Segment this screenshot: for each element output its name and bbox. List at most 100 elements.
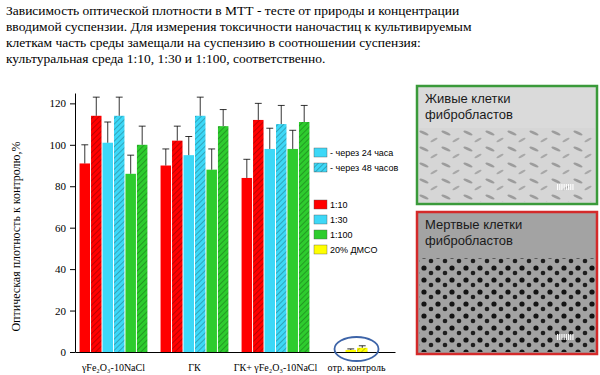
legend-label: - через 48 часов xyxy=(330,163,398,173)
error-cap xyxy=(359,345,366,346)
bar xyxy=(265,149,275,352)
error-bar xyxy=(289,130,296,149)
scale-bar-tick xyxy=(570,184,571,190)
photo-texture xyxy=(419,128,595,202)
error-bar xyxy=(301,105,308,122)
error-stem xyxy=(258,103,259,120)
error-cap xyxy=(266,128,273,129)
y-tick-mark xyxy=(70,352,75,353)
error-cap xyxy=(278,105,285,106)
error-stem xyxy=(119,97,120,116)
scale-bar-tick xyxy=(568,334,569,340)
error-bar xyxy=(220,110,227,127)
y-tick-mark xyxy=(70,145,75,146)
y-tick: 80 xyxy=(55,180,75,192)
error-cap xyxy=(139,126,146,127)
bar xyxy=(137,145,147,352)
bar xyxy=(346,350,356,352)
error-bar xyxy=(278,105,285,124)
photo-border xyxy=(417,212,597,354)
y-tick-label: 100 xyxy=(50,139,67,151)
error-stem xyxy=(292,130,293,149)
bar xyxy=(276,124,286,352)
title: Зависимость оптической плотности в МТТ -… xyxy=(6,3,472,66)
error-stem xyxy=(142,126,143,145)
legend-label: 1:10 xyxy=(330,200,348,210)
error-cap xyxy=(174,126,181,127)
error-cap xyxy=(208,148,215,149)
legend-label: - через 24 часа xyxy=(330,148,393,158)
bar xyxy=(125,174,135,352)
y-tick: 20 xyxy=(55,305,75,317)
scale-bar-tick xyxy=(564,184,565,190)
error-bar xyxy=(185,137,192,156)
error-bar xyxy=(127,155,134,174)
scale-bar-tick xyxy=(559,334,560,340)
photo-label: Живые клетки xyxy=(425,91,510,106)
photo-panel: Мертвые клеткифибробластов xyxy=(417,212,597,354)
chart-root: Зависимость оптической плотности в МТТ -… xyxy=(0,0,600,375)
x-tick: γFe₂O₃-10NaCl xyxy=(81,362,145,373)
scale-bar-tick xyxy=(566,334,567,340)
error-stem xyxy=(188,137,189,156)
y-tick-mark xyxy=(70,228,75,229)
title-line: культуральная среда 1:10, 1:30 и 1:100, … xyxy=(6,51,325,66)
bar xyxy=(357,348,367,352)
bar xyxy=(299,122,309,352)
error-stem xyxy=(84,145,85,164)
error-stem xyxy=(107,122,108,143)
x-tick-label: γFe₂O₃-10NaCl xyxy=(81,362,145,373)
error-cap xyxy=(116,97,123,98)
photo-label: Мертвые клетки xyxy=(425,217,522,232)
x-axis-line xyxy=(76,352,396,353)
y-tick: 120 xyxy=(50,97,76,109)
bar xyxy=(161,166,171,352)
error-cap xyxy=(301,105,308,106)
y-tick-mark xyxy=(70,311,75,312)
error-cap xyxy=(243,159,250,160)
photo-bg xyxy=(417,86,597,204)
error-bar xyxy=(104,122,111,143)
error-stem xyxy=(130,155,131,174)
y-tick-mark xyxy=(70,186,75,187)
bar xyxy=(218,126,228,352)
error-cap xyxy=(81,144,88,145)
legend: - через 24 часа- через 48 часов1:101:301… xyxy=(314,148,398,255)
scale-bar-tick xyxy=(559,184,560,190)
x-tick: отр. контроль xyxy=(328,362,386,373)
scale-bar xyxy=(557,334,574,340)
chart-svg: Зависимость оптической плотности в МТТ -… xyxy=(0,0,600,375)
y-tick: 40 xyxy=(55,263,75,275)
bar xyxy=(91,116,101,352)
title-line: вводимой суспензии. Для измерения токсич… xyxy=(6,19,472,34)
error-stem xyxy=(177,126,178,141)
scale-bar-tick xyxy=(570,334,571,340)
error-cap xyxy=(255,103,262,104)
legend-swatch xyxy=(314,245,327,254)
y-tick-mark xyxy=(70,103,75,104)
title-line: Зависимость оптической плотности в МТТ -… xyxy=(6,3,459,18)
error-bar xyxy=(81,145,88,164)
y-axis-line xyxy=(75,94,76,353)
y-tick-label: 60 xyxy=(55,222,67,234)
error-cap xyxy=(93,97,100,98)
error-cap xyxy=(220,109,227,110)
error-cap xyxy=(289,130,296,131)
error-stem xyxy=(246,159,247,178)
legend-swatch xyxy=(314,163,327,172)
scale-bar-tick xyxy=(557,184,558,190)
error-stem xyxy=(200,97,201,116)
bar xyxy=(253,120,263,352)
scale-bar-tick xyxy=(572,334,573,340)
photo-texture xyxy=(419,258,595,352)
scale-bar-tick xyxy=(564,334,565,340)
photo-label: фибробластов xyxy=(425,233,513,248)
error-bar xyxy=(266,128,273,149)
error-stem xyxy=(165,149,166,166)
bar xyxy=(114,116,124,352)
photo-border xyxy=(417,86,597,204)
photo-panel: Живые клеткифибробластов xyxy=(417,86,597,204)
y-tick: 100 xyxy=(50,139,76,151)
error-stem xyxy=(304,105,305,122)
error-bar xyxy=(93,97,100,116)
